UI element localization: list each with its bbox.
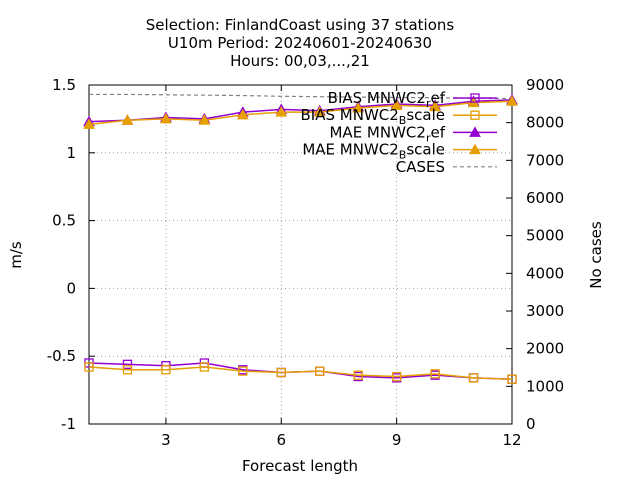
legend-label: MAE MNWC2ref (329, 123, 445, 144)
x-tick-label: 12 (502, 431, 521, 449)
data-point-bias-mnwc2-bscale (276, 367, 286, 378)
y2-tick-label: 5000 (526, 227, 564, 245)
data-point-bias-mnwc2-bscale (353, 370, 363, 380)
x-axis-label: Forecast length (242, 457, 358, 475)
legend-marker (469, 126, 481, 137)
legend-label: MAE MNWC2Bscale (302, 141, 445, 162)
y2-tick-label: 3000 (526, 302, 564, 320)
title-line-1: Selection: FinlandCoast using 37 station… (146, 16, 455, 34)
series-bias-mnwc2-bscale (84, 362, 517, 384)
legend-entry-cases: CASES (396, 158, 497, 176)
data-point-mae-mnwc2-bscale (313, 106, 326, 117)
legend-label: BIAS MNWC2Bscale (301, 106, 445, 127)
data-point-mae-mnwc2-bscale (236, 108, 249, 120)
y-tick-label: -0.5 (47, 347, 76, 365)
legend-entry-mae-mnwc2-ref: MAE MNWC2ref (329, 123, 497, 144)
legend-marker (470, 93, 480, 103)
x-tick-label: 3 (161, 431, 171, 449)
data-point-mae-mnwc2-bscale (352, 102, 365, 113)
y2-tick-label: 9000 (526, 76, 564, 94)
data-point-bias-mnwc2-bscale (315, 366, 325, 376)
axes: 3 6 9 12 -1 -0.5 0 0.5 1 1.5 0 1000 2000 3000 4000 5000… (47, 76, 564, 449)
y-axis-label: m/s (7, 241, 25, 269)
data-point-bias-mnwc2-bscale (122, 365, 133, 375)
legend-entry-mae-mnwc2-bscale: MAE MNWC2Bscale (302, 141, 497, 162)
data-point-bias-mnwc2-ref (122, 359, 133, 369)
legend-marker (470, 110, 480, 120)
data-point-bias-mnwc2-bscale (468, 373, 479, 383)
legend-entry-bias-mnwc2-bscale: BIAS MNWC2Bscale (301, 106, 497, 127)
legend-marker (469, 143, 481, 155)
series-line-bias-mnwc2-bscale (88, 366, 513, 381)
data-point-mae-mnwc2-bscale (429, 100, 441, 112)
data-point-mae-mnwc2-bscale (160, 112, 172, 124)
x-tick-label: 6 (276, 431, 286, 449)
data-point-bias-mnwc2-bscale (199, 362, 210, 372)
plot-frame (88, 84, 513, 425)
data-point-bias-mnwc2-bscale (430, 369, 440, 379)
y2-tick-label: 7000 (526, 151, 564, 169)
series-group (83, 93, 518, 384)
y2-tick-label: 0 (526, 415, 536, 433)
y-tick-label: 1 (66, 144, 76, 162)
data-point-bias-mnwc2-bscale (161, 365, 171, 375)
series-line-mae-mnwc2-bscale (88, 100, 513, 126)
title-line-3: Hours: 00,03,...,21 (230, 52, 370, 70)
data-point-mae-mnwc2-bscale (390, 99, 403, 110)
y2-tick-label: 6000 (526, 189, 564, 207)
legend-entry-bias-mnwc2-ref: BIAS MNWC2ref (328, 89, 497, 110)
series-mae-mnwc2-bscale (83, 95, 518, 129)
y2-tick-label: 8000 (526, 114, 564, 132)
legend-label: CASES (396, 158, 445, 176)
series-line-mae-mnwc2-ref (88, 99, 513, 123)
x-tick-label: 9 (392, 431, 402, 449)
y2-tick-label: 2000 (526, 340, 564, 358)
y-tick-label: 0 (66, 279, 76, 297)
data-point-bias-mnwc2-bscale (238, 366, 248, 376)
title-line-2: U10m Period: 20240601-20240630 (168, 34, 432, 52)
y2-tick-label: 4000 (526, 264, 564, 282)
y-tick-label: 0.5 (52, 212, 76, 230)
data-point-mae-mnwc2-bscale (198, 114, 211, 125)
y-tick-label: 1.5 (52, 76, 76, 94)
legend-label: BIAS MNWC2ref (328, 89, 446, 110)
data-point-bias-mnwc2-bscale (84, 362, 94, 372)
data-point-mae-mnwc2-bscale (83, 118, 95, 129)
data-point-bias-mnwc2-bscale (507, 374, 517, 384)
data-point-mae-mnwc2-bscale (121, 114, 134, 125)
chart-title: Selection: FinlandCoast using 37 station… (146, 16, 455, 70)
data-point-bias-mnwc2-bscale (391, 371, 402, 382)
grid (89, 85, 512, 424)
y2-tick-label: 1000 (526, 377, 564, 395)
series-line-cases (89, 93, 513, 100)
series-cases (89, 93, 513, 100)
data-point-mae-mnwc2-bscale (506, 95, 518, 106)
y-tick-label: -1 (61, 415, 76, 433)
y2-axis-label: No cases (587, 221, 605, 289)
data-point-mae-mnwc2-bscale (275, 106, 288, 117)
